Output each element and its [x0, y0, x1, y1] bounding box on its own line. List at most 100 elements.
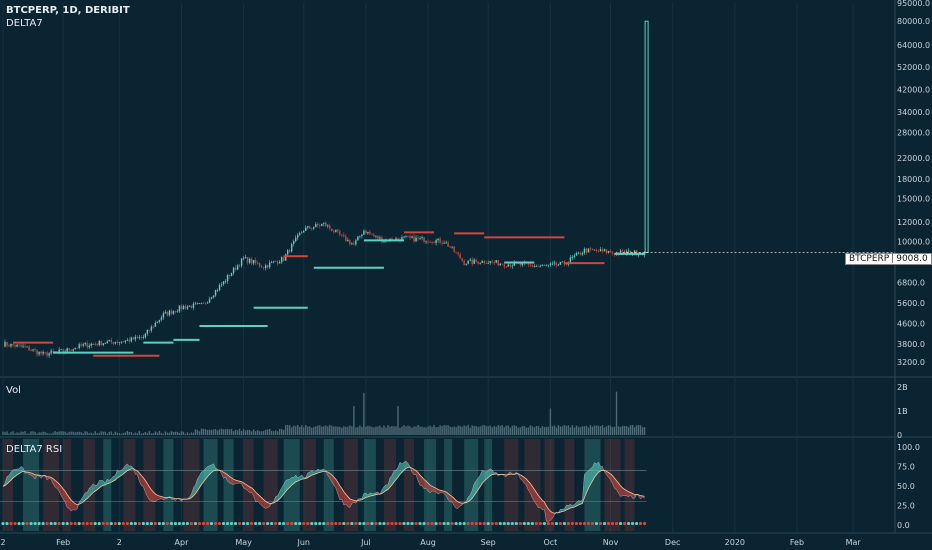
price-pane[interactable]: [4, 20, 895, 358]
volume-bar: [78, 431, 80, 435]
rsi-pane[interactable]: [0, 439, 647, 531]
volume-bar: [337, 426, 339, 435]
rsi-dot: [498, 521, 502, 526]
rsi-dot: [109, 521, 113, 526]
volume-bar: [331, 425, 333, 435]
volume-bar: [68, 431, 70, 435]
rsi-dot: [233, 521, 238, 526]
rsi-fill: [11, 469, 14, 481]
rsi-dot: [482, 521, 486, 526]
rsi-fill: [578, 500, 581, 505]
volume-bar: [64, 431, 66, 435]
rsi-pane-label[interactable]: DELTA7 RSI: [6, 444, 63, 455]
volume-bar: [435, 427, 437, 435]
volume-pane[interactable]: [2, 391, 646, 435]
rsi-dot: [546, 521, 550, 526]
candle-body: [188, 305, 191, 307]
candle-body: [198, 303, 201, 304]
candle-body: [182, 306, 185, 310]
rsi-fill: [287, 479, 290, 490]
rsi-dot: [610, 521, 615, 526]
rsi-fill: [488, 468, 491, 478]
volume-bar: [609, 425, 612, 435]
candle-body: [375, 235, 377, 237]
candle-body: [293, 241, 295, 245]
rsi-dot: [478, 521, 482, 526]
volume-bar: [563, 425, 566, 435]
candle-body: [335, 229, 337, 232]
rsi-dot: [526, 521, 530, 526]
rsi-fill: [201, 471, 204, 485]
rsi-fill: [428, 483, 431, 493]
volume-bar: [268, 428, 271, 435]
volume-bar: [162, 433, 165, 435]
volume-bar: [463, 425, 465, 435]
rsi-dot: [346, 521, 350, 526]
rsi-dot: [410, 521, 414, 526]
volume-bar: [94, 431, 96, 435]
rsi-dot: [418, 521, 422, 526]
candle-body: [72, 349, 74, 351]
volume-bar: [256, 430, 259, 435]
volume-bar: [190, 432, 193, 435]
volume-bar: [423, 427, 425, 435]
rsi-dot: [57, 521, 61, 526]
candle-body: [22, 345, 24, 347]
rsi-dot: [426, 521, 430, 526]
candle-body: [78, 344, 80, 349]
indicator-title[interactable]: DELTA7: [6, 18, 43, 29]
rsi-fill: [207, 465, 210, 477]
rsi-dot: [117, 521, 121, 526]
candle-body: [425, 241, 427, 243]
candle-body: [150, 326, 153, 331]
volume-bar: [377, 426, 379, 435]
rsi-fill: [546, 505, 549, 522]
rsi-dot: [362, 521, 366, 526]
candle-body: [144, 333, 147, 338]
rsi-dot: [17, 521, 21, 526]
volume-bar: [172, 431, 175, 435]
candle-body: [355, 240, 357, 245]
rsi-dot: [41, 521, 45, 526]
volume-bar: [441, 425, 443, 435]
rsi-dot: [374, 521, 378, 526]
volume-bar: [397, 406, 399, 435]
rsi-dot: [630, 521, 635, 526]
candle-body: [20, 344, 22, 347]
candle-body: [68, 348, 70, 351]
volume-bar: [375, 426, 377, 435]
candle-body: [142, 337, 145, 338]
volume-bar: [391, 426, 393, 435]
volume-bar: [134, 432, 137, 435]
rsi-fill: [620, 485, 623, 497]
candle-body: [499, 263, 501, 266]
rsi-dot: [342, 521, 346, 526]
volume-bar: [285, 425, 287, 435]
volume-pane-label[interactable]: Vol: [6, 385, 21, 396]
volume-bar: [297, 424, 299, 435]
rsi-dot: [189, 521, 194, 526]
rsi-dot: [370, 521, 374, 526]
volume-bar: [509, 427, 511, 435]
candle-body: [272, 261, 275, 263]
candle-body: [301, 232, 303, 234]
volume-bar: [535, 426, 538, 435]
rsi-dot: [302, 521, 306, 526]
volume-bar: [533, 427, 536, 435]
volume-bar: [571, 424, 574, 435]
candle-body: [287, 250, 289, 255]
rsi-fill: [395, 467, 398, 480]
candle-body: [70, 350, 72, 352]
candle-body: [264, 265, 267, 268]
volume-bar: [220, 428, 223, 435]
candle-body: [397, 238, 399, 240]
candle-body: [108, 339, 110, 342]
candle-body: [240, 258, 243, 266]
rsi-band: [243, 439, 254, 531]
volume-bar: [521, 426, 523, 435]
rsi-fill: [277, 491, 280, 501]
symbol-title[interactable]: BTCPERP, 1D, DERIBIT: [6, 5, 130, 16]
rsi-fill: [101, 480, 104, 487]
volume-bar: [395, 426, 397, 435]
